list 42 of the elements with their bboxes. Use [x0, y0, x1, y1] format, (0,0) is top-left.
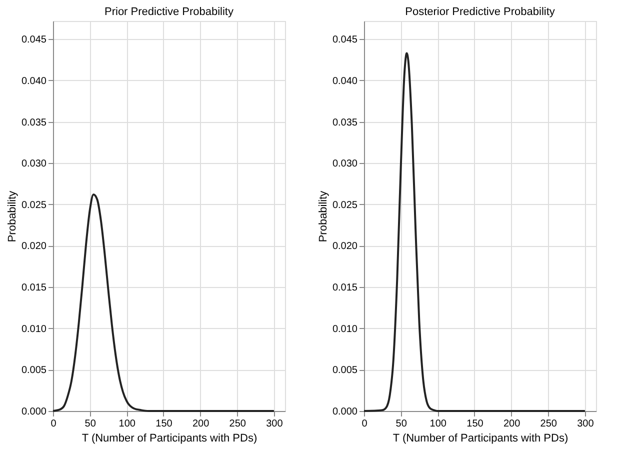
y-tick-label: 0.020: [21, 241, 47, 252]
y-axis-title: Probability: [6, 190, 18, 242]
y-tick-label: 0.020: [332, 241, 358, 252]
y-tick-label: 0.045: [332, 34, 358, 46]
y-tick-label: 0.015: [21, 282, 47, 294]
x-tick-label: 200: [192, 418, 210, 430]
y-tick-label: 0.025: [332, 200, 358, 211]
y-tick-label: 0.035: [332, 117, 358, 128]
y-tick-label: 0.015: [332, 282, 358, 294]
y-tick-label: 0.010: [332, 324, 358, 335]
line-series: [52, 194, 275, 412]
y-axis-title: Probability: [317, 190, 330, 242]
x-axis-title: T (Number of Participants with PDs): [82, 432, 258, 444]
x-tick-label: 100: [118, 418, 136, 430]
x-tick-label: 200: [503, 418, 521, 430]
x-axis-title: T (Number of Participants with PDs): [392, 432, 568, 444]
y-tick-label: 0.030: [332, 158, 358, 170]
x-tick-label: 0: [50, 418, 57, 430]
y-tick-label: 0.010: [21, 324, 47, 335]
y-tick-label: 0.040: [332, 76, 358, 87]
x-tick-label: 0: [362, 418, 368, 430]
x-tick-label: 300: [266, 418, 284, 430]
x-tick-label: 300: [577, 418, 594, 430]
y-tick-label: 0.040: [21, 76, 47, 87]
x-tick-label: 150: [156, 418, 173, 430]
y-tick-label: 0.030: [21, 158, 47, 170]
y-tick-label: 0.000: [21, 406, 47, 418]
chart-title: Prior Predictive Probability: [104, 6, 234, 18]
x-tick-label: 150: [466, 418, 484, 430]
x-tick-label: 100: [430, 418, 447, 430]
x-tick-label: 250: [540, 418, 558, 430]
x-tick-label: 50: [396, 418, 408, 430]
y-tick-label: 0.025: [21, 200, 47, 211]
x-tick-label: 250: [229, 418, 246, 430]
chart-title: Posterior Predictive Probability: [405, 6, 556, 18]
line-series: [363, 52, 586, 412]
y-tick-label: 0.005: [21, 365, 47, 376]
y-tick-label: 0.035: [21, 117, 47, 128]
x-tick-label: 50: [84, 418, 96, 430]
y-tick-label: 0.045: [21, 34, 47, 46]
y-tick-label: 0.000: [332, 406, 358, 418]
y-tick-label: 0.005: [332, 365, 358, 376]
